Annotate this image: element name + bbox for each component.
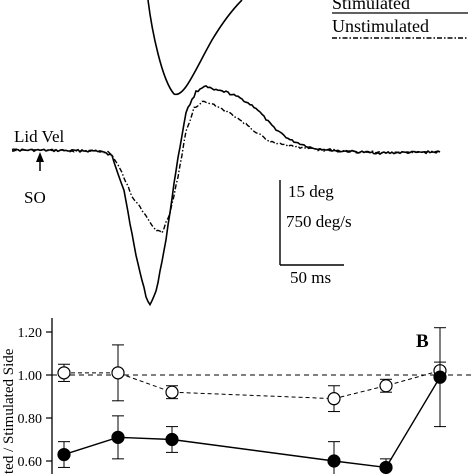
- velocity-trace-stimulated: [12, 84, 441, 307]
- y-tick-label: 1.20: [18, 326, 43, 341]
- scale-bar-deg-per-s: 750 deg/s: [286, 212, 352, 231]
- data-point-open: [111, 366, 125, 380]
- trace-label-lid-vel: Lid Vel: [14, 127, 64, 146]
- scale-bar-ms: 50 ms: [290, 268, 331, 287]
- y-tick-label: 0.60: [18, 455, 43, 470]
- data-point-open: [165, 385, 179, 399]
- data-point-filled: [379, 460, 393, 474]
- position-trace-stimulated: [147, 0, 243, 96]
- panel-b-y-axis-label: ted / Stimulated Side: [1, 348, 17, 474]
- data-point-open: [57, 366, 71, 380]
- velocity-trace-unstimulated: [11, 100, 441, 235]
- data-point-filled: [327, 454, 341, 468]
- scale-bar-deg: 15 deg: [288, 182, 334, 201]
- data-point-filled: [433, 370, 447, 384]
- stimulus-onset-label: SO: [24, 188, 46, 207]
- scale-bar: 15 deg 750 deg/s 50 ms: [279, 180, 352, 287]
- series-line-1: [63, 376, 441, 469]
- y-ticks: 1.20 1.00 0.80 0.60: [18, 326, 52, 470]
- series-layer: [57, 327, 447, 474]
- data-point-filled: [57, 447, 71, 462]
- panel-b-label: B: [416, 331, 429, 352]
- data-point-filled: [111, 430, 125, 444]
- panel-b: B ted / Stimulated Side 1.20 1.00 0.80 0.60: [1, 318, 474, 474]
- legend: Stimulated Unstimulated: [332, 0, 468, 39]
- panel-a: Lid Vel SO Stimulated Unstimulated 15 de…: [11, 0, 468, 307]
- stimulus-onset-arrow: [36, 152, 44, 171]
- y-tick-label: 1.00: [18, 369, 43, 384]
- data-point-filled: [165, 432, 179, 447]
- legend-label-stimulated: Stimulated: [332, 0, 410, 13]
- legend-label-unstimulated: Unstimulated: [332, 16, 429, 36]
- series-line-0: [64, 370, 441, 400]
- data-point-open: [379, 379, 393, 393]
- y-tick-label: 0.80: [18, 412, 43, 427]
- data-point-open: [327, 392, 341, 406]
